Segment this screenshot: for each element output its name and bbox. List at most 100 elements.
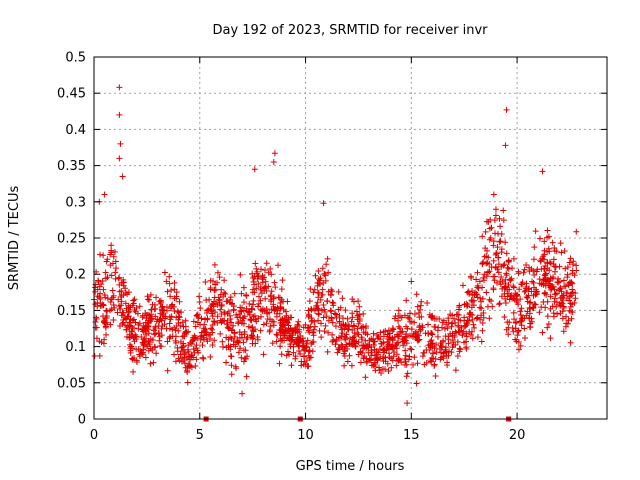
y-tick-label: 0.5 (65, 51, 86, 66)
data-point (557, 240, 564, 247)
data-point (344, 358, 351, 365)
data-point (118, 298, 125, 305)
data-point (243, 291, 250, 298)
data-point (130, 368, 137, 375)
data-point (319, 265, 326, 272)
data-point (185, 361, 192, 368)
data-point (120, 279, 127, 286)
data-point (357, 359, 364, 366)
x-axis-label: GPS time / hours (296, 459, 405, 474)
data-point (225, 308, 232, 315)
data-point (108, 247, 115, 254)
data-point (463, 330, 470, 337)
data-point (270, 322, 277, 329)
data-point (572, 290, 579, 297)
data-point (241, 313, 248, 320)
data-point (168, 287, 175, 294)
y-axis-label: SRMTID / TECUs (7, 186, 22, 291)
data-point (314, 299, 321, 306)
data-point (337, 304, 344, 311)
data-point (216, 296, 223, 303)
data-point (372, 367, 379, 374)
data-point (249, 275, 256, 282)
data-point (246, 300, 253, 307)
data-point (440, 350, 447, 357)
data-point (142, 319, 149, 326)
data-point (235, 349, 242, 356)
data-point (217, 306, 224, 313)
data-point (551, 268, 558, 275)
data-point (228, 371, 235, 378)
data-point (290, 349, 297, 356)
data-point (268, 271, 275, 278)
data-point (287, 332, 294, 339)
data-point (395, 313, 402, 320)
data-point (395, 307, 402, 314)
data-point (214, 320, 221, 327)
data-point (312, 272, 319, 279)
data-point (388, 364, 395, 371)
data-point (103, 331, 110, 338)
data-point (310, 338, 317, 345)
data-point (294, 321, 301, 328)
data-point (448, 320, 455, 327)
data-point (340, 321, 347, 328)
data-point (376, 364, 383, 371)
data-point (500, 207, 507, 214)
data-point (218, 286, 225, 293)
data-point (531, 244, 538, 251)
data-point (102, 275, 109, 282)
data-point (319, 286, 326, 293)
data-point (278, 351, 285, 358)
data-point (404, 400, 411, 407)
data-point (234, 338, 241, 345)
data-point (476, 304, 483, 311)
data-point (360, 354, 367, 361)
data-point (108, 272, 115, 279)
data-point (334, 349, 341, 356)
data-point (308, 306, 315, 313)
data-point (366, 356, 373, 363)
data-point (406, 353, 413, 360)
data-point (365, 349, 372, 356)
data-point (444, 362, 451, 369)
data-point (101, 292, 108, 299)
data-point (505, 265, 512, 272)
y-tick-label: 0.15 (57, 304, 86, 319)
data-point (465, 318, 472, 325)
data-point (317, 296, 324, 303)
data-point (433, 341, 440, 348)
data-point (127, 315, 134, 322)
data-point (278, 286, 285, 293)
data-point (464, 302, 471, 309)
data-point (151, 327, 158, 334)
data-point (166, 325, 173, 332)
data-point (560, 303, 567, 310)
data-point (402, 352, 409, 359)
data-point (538, 304, 545, 311)
data-point (488, 264, 495, 271)
data-point (438, 342, 445, 349)
data-point (230, 303, 237, 310)
data-point (479, 320, 486, 327)
data-point (264, 310, 271, 317)
data-point (362, 337, 369, 344)
data-point (406, 315, 413, 322)
data-point (146, 341, 153, 348)
data-point (100, 252, 107, 259)
data-point (353, 308, 360, 315)
data-point (528, 288, 535, 295)
data-point (482, 245, 489, 252)
data-point (258, 313, 265, 320)
data-point (305, 307, 312, 314)
data-point (527, 299, 534, 306)
data-point (211, 287, 218, 294)
data-point (147, 345, 154, 352)
data-point (271, 150, 278, 157)
data-point (325, 269, 332, 276)
data-point (510, 309, 517, 316)
data-point (546, 259, 553, 266)
data-point (229, 326, 236, 333)
data-point (502, 295, 509, 302)
